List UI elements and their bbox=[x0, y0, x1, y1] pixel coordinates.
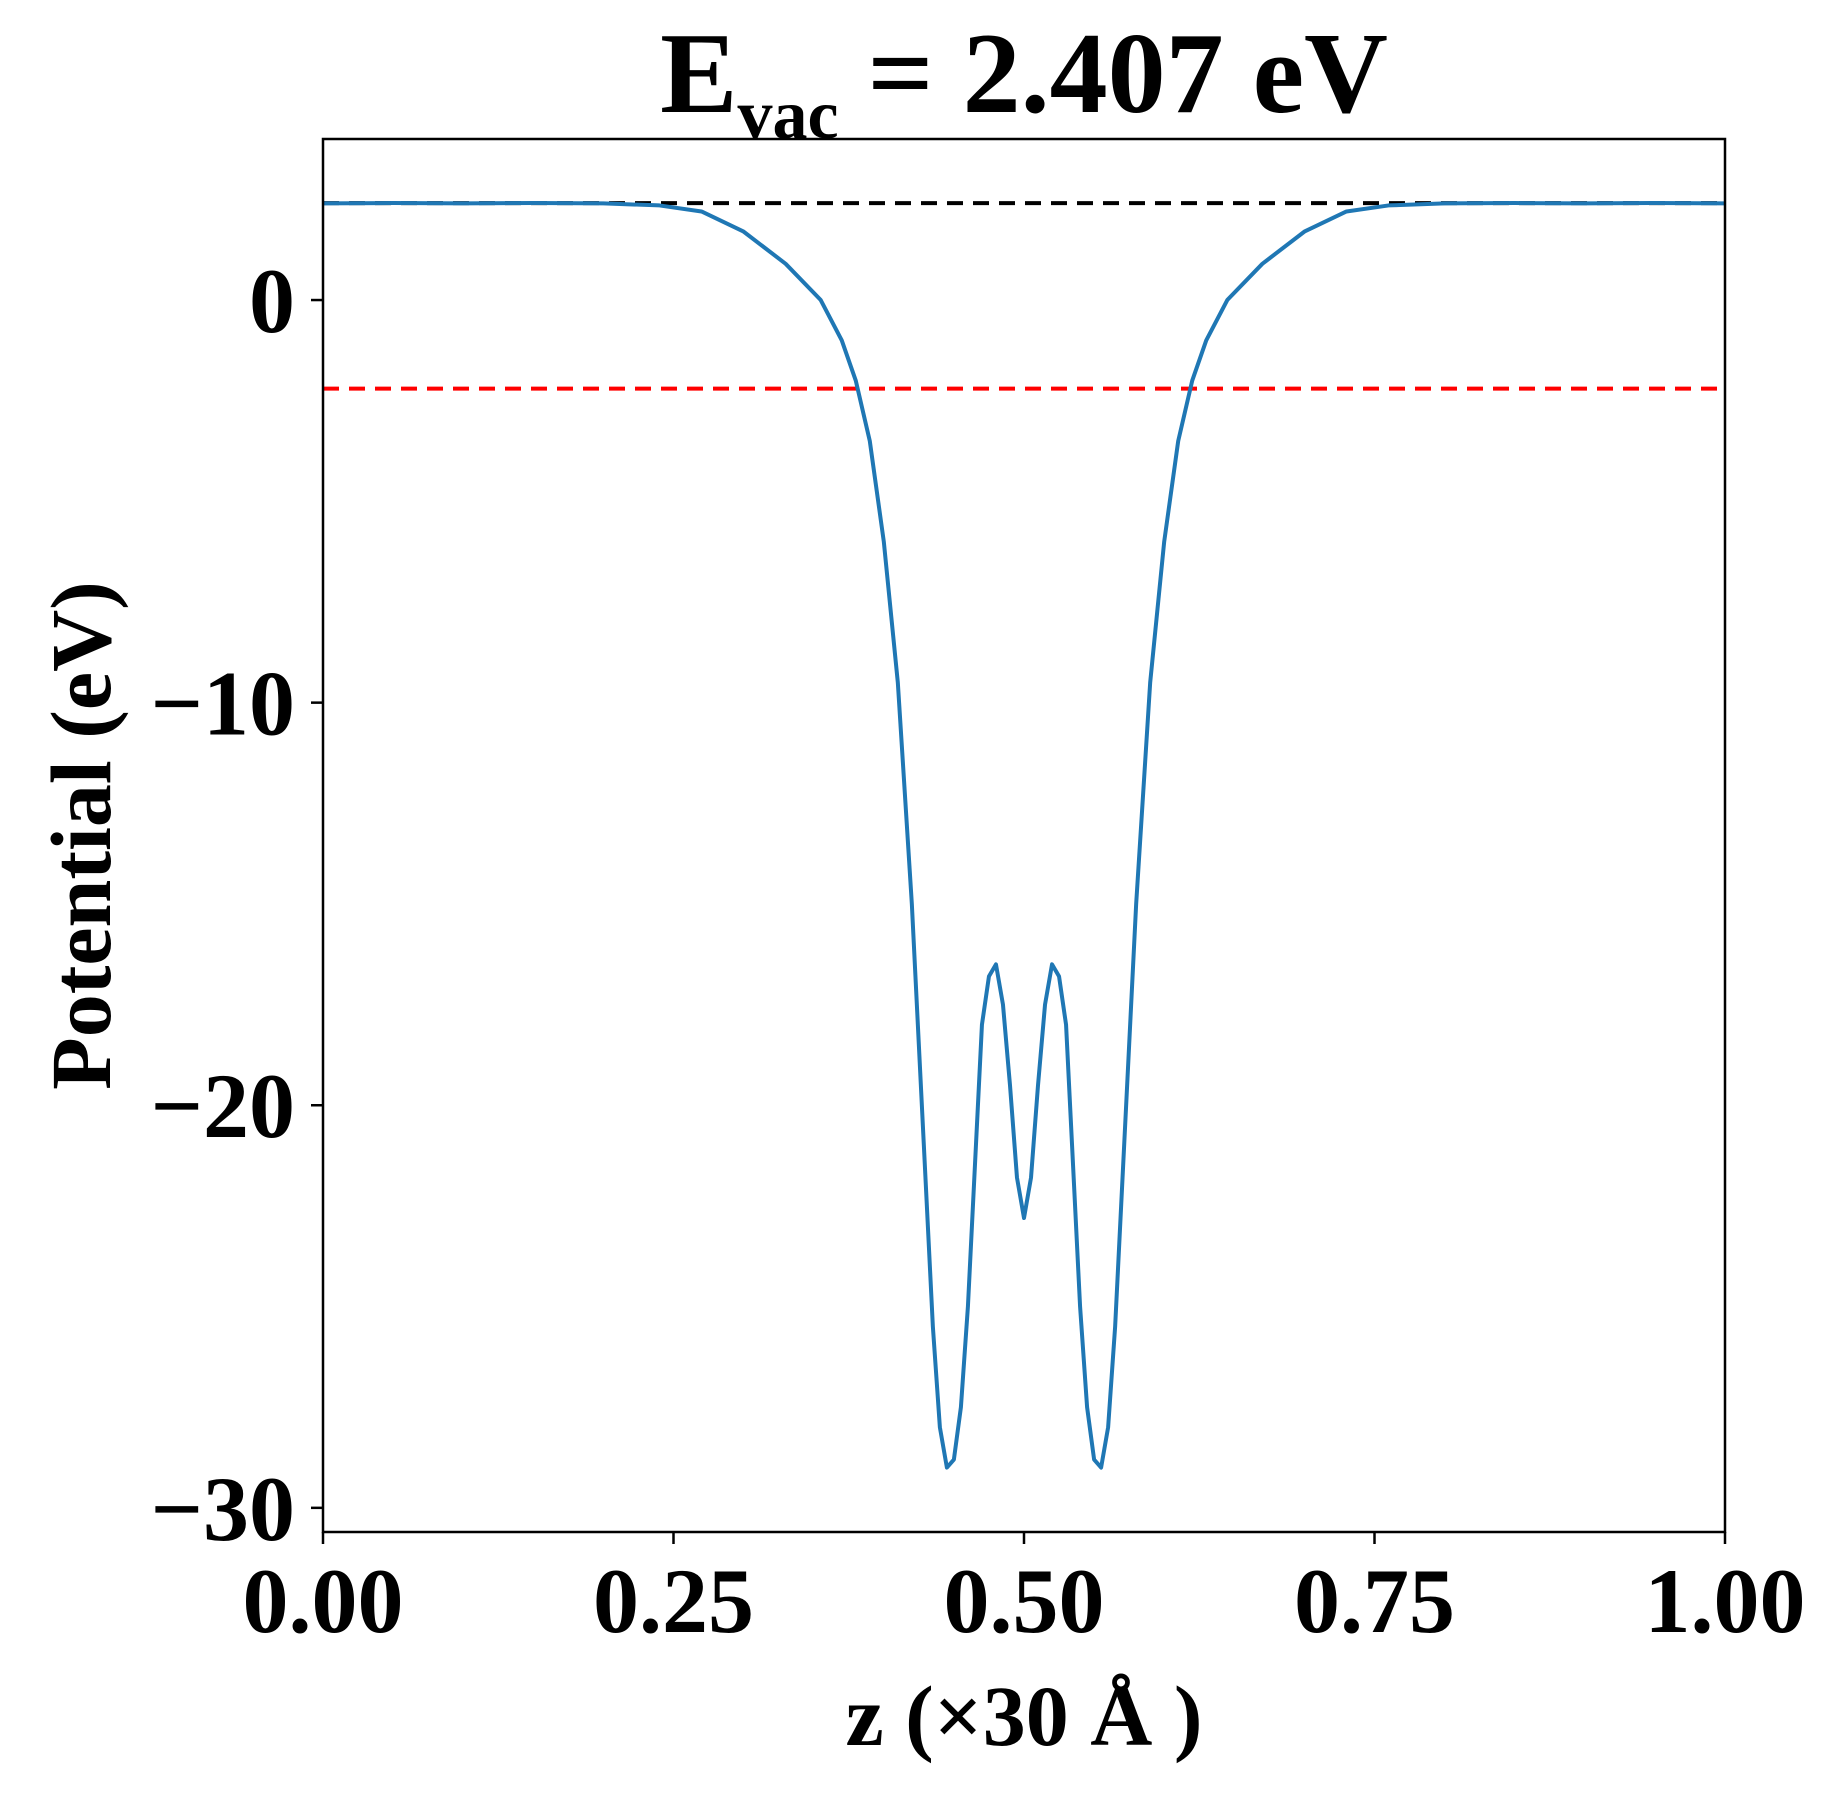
x-tick-label: 1.00 bbox=[1645, 1550, 1806, 1652]
y-axis-label: Potential (eV) bbox=[33, 581, 129, 1090]
x-axis-label: z (×30 Å ) bbox=[845, 1668, 1202, 1764]
plot-lines bbox=[322, 201, 1726, 1470]
title-subscript: vac bbox=[737, 77, 838, 154]
plot-frame bbox=[321, 137, 1727, 1534]
y-tick-label: −30 bbox=[151, 1458, 295, 1560]
title-main: E bbox=[660, 10, 737, 138]
chart-title: Evac = 2.407 eV bbox=[660, 10, 1388, 154]
x-tick-label: 0.50 bbox=[944, 1550, 1105, 1652]
y-tick-label: −10 bbox=[151, 653, 295, 755]
y-tick-label: −20 bbox=[151, 1055, 295, 1157]
x-tick-label: 0.75 bbox=[1294, 1550, 1455, 1652]
title-rest: = 2.407 eV bbox=[839, 10, 1388, 138]
axis-ticks: 0.00 0.25 0.50 0.75 1.00 0 −10 −20 −30 bbox=[151, 250, 1806, 1652]
y-tick-label: 0 bbox=[249, 250, 295, 352]
potential-series-line bbox=[322, 201, 1726, 1470]
x-tick-label: 0.00 bbox=[243, 1550, 404, 1652]
x-tick-label: 0.25 bbox=[593, 1550, 754, 1652]
